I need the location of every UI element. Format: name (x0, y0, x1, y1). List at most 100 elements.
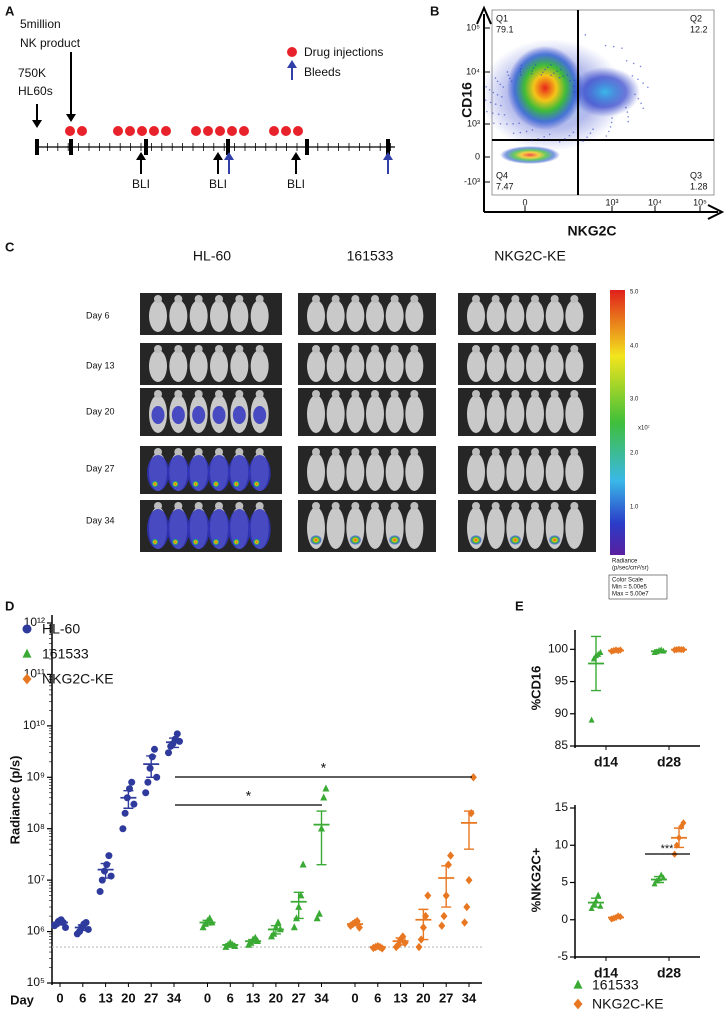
point (128, 778, 136, 786)
event (582, 140, 584, 142)
mouse-head (531, 390, 539, 398)
point (22, 624, 32, 634)
hl60-label: HL60s (18, 84, 53, 98)
event (642, 107, 645, 110)
event (605, 135, 608, 137)
event (510, 80, 513, 83)
event (566, 74, 569, 76)
drug-injection (161, 126, 171, 136)
mouse-head (570, 502, 579, 510)
mouse-head (390, 295, 399, 303)
timeline-major-tick (226, 139, 230, 155)
drug-injection (191, 126, 201, 136)
event (519, 71, 522, 73)
mouse (565, 300, 584, 332)
mouse-head (371, 295, 379, 303)
mouse-head (215, 345, 223, 353)
x-tick-label: 10⁵ (693, 197, 707, 207)
mouse-head (371, 502, 379, 510)
mouse-head (390, 502, 399, 510)
mouse (366, 300, 384, 332)
nk-label: 5million (20, 17, 61, 31)
y-tick-label: 90 (555, 706, 569, 720)
point (573, 998, 583, 1010)
drug-injection (227, 126, 237, 136)
mouse (385, 300, 404, 332)
event (489, 101, 492, 104)
event (631, 75, 634, 77)
mouse-head (312, 448, 320, 456)
color-bar-multiplier: x10⁷ (638, 425, 650, 432)
color-bar-label: (p/sec/cm²/sr) (612, 566, 649, 572)
mouse-head (331, 502, 340, 510)
signal (388, 535, 401, 545)
mouse-head (570, 448, 579, 456)
drug-injection (65, 126, 75, 136)
x-tick-label: 0 (204, 990, 211, 1005)
mouse-head (371, 390, 379, 398)
error-bar (611, 916, 621, 919)
mouse (346, 300, 365, 332)
point (151, 745, 158, 753)
mouse (346, 350, 365, 382)
color-bar-tick: 3.0 (630, 397, 639, 403)
signal (548, 535, 561, 545)
signal (252, 480, 261, 488)
error-bar (441, 865, 452, 908)
mouse (366, 395, 384, 433)
signal (212, 538, 220, 546)
error-bar (202, 919, 213, 926)
signal (192, 406, 206, 424)
event (488, 89, 491, 91)
mouse (385, 395, 404, 433)
error-bar (674, 827, 684, 849)
legend-text: 161533 (592, 977, 639, 993)
signal (232, 538, 241, 546)
event (534, 64, 537, 66)
drug-injection (203, 126, 213, 136)
point (96, 888, 104, 896)
arrow-head (136, 152, 146, 160)
event (647, 86, 649, 89)
mouse-head (312, 295, 320, 303)
event (627, 120, 630, 123)
axis-label: CD16 (459, 82, 475, 118)
event (519, 67, 522, 70)
mouse-head (235, 448, 244, 456)
point (588, 904, 595, 911)
y-tick-label: 100 (548, 642, 568, 656)
significance-label: *** (661, 843, 675, 855)
mouse (506, 395, 525, 433)
arrow-head (66, 114, 76, 122)
mouse-head (410, 295, 419, 303)
event (592, 128, 594, 131)
mouse-head (511, 295, 520, 303)
point (299, 860, 307, 868)
quadrant-name: Q2 (690, 13, 702, 23)
mouse (405, 395, 424, 433)
panel-label: C (5, 239, 15, 254)
y-tick-label: -5 (557, 949, 568, 963)
point (119, 825, 127, 833)
mouse-head (410, 390, 419, 398)
legend-text: NKG2C-KE (592, 996, 664, 1011)
event (519, 131, 522, 134)
drug-injection (293, 126, 303, 136)
mouse-head (491, 448, 500, 456)
point (105, 852, 113, 860)
point (438, 921, 446, 930)
arrow-head (32, 120, 42, 128)
quadrant-value: 1.28 (690, 181, 708, 191)
mouse (405, 453, 424, 491)
signal (191, 480, 200, 488)
mouse-head (472, 390, 480, 398)
mouse-head (154, 502, 162, 510)
y-tick-label: 10³ (467, 118, 480, 128)
y-tick-label: 10⁸ (27, 821, 45, 835)
mouse (486, 350, 505, 382)
significance-label: * (246, 788, 252, 804)
point (447, 851, 455, 860)
event (609, 126, 612, 128)
error-bar (169, 737, 179, 749)
